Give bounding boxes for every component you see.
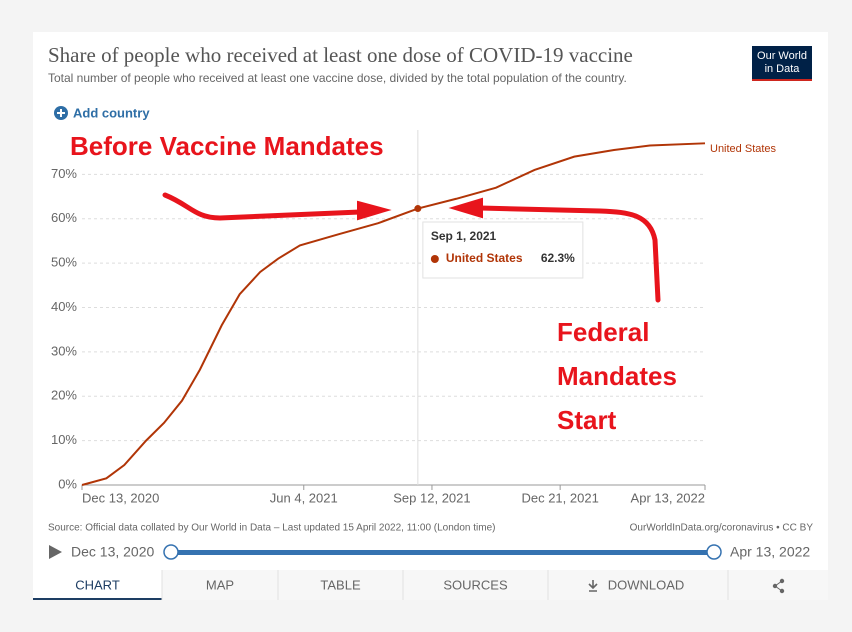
tooltip: Sep 1, 2021 United States 62.3% (422, 221, 584, 279)
add-country[interactable]: Add country (73, 105, 150, 120)
annotation: Before Vaccine Mandates (70, 131, 384, 161)
tooltip-series: United States (446, 251, 523, 265)
subtitle: Total number of people who received at l… (48, 71, 627, 85)
arrow (477, 205, 661, 303)
timeline-start: Dec 13, 2020 (71, 544, 154, 560)
y-tick-label: 30% (51, 343, 77, 358)
share-icon[interactable] (772, 578, 785, 594)
logo (752, 46, 812, 81)
tooltip-swatch (430, 255, 439, 263)
timeline-handle[interactable] (163, 544, 179, 560)
y-tick-label: 50% (51, 255, 77, 270)
card (33, 32, 828, 600)
series-line (81, 142, 706, 486)
tab[interactable]: TABLE (320, 577, 361, 592)
x-tick-label: Apr 13, 2022 (631, 490, 705, 505)
annotation: Start (557, 405, 617, 435)
y-tick-label: 60% (51, 210, 77, 225)
series-label: United States (710, 143, 777, 155)
y-tick-label: 0% (58, 476, 77, 491)
timeline-track (171, 550, 714, 555)
title: Share of people who received at least on… (48, 43, 633, 67)
hover-point (414, 205, 422, 213)
source-url[interactable]: OurWorldInData.org/coronavirus • CC BY (630, 523, 814, 534)
y-tick-label: 40% (51, 299, 77, 314)
tab-active (33, 570, 162, 600)
tooltip-value: 62.3% (541, 251, 575, 265)
tooltip-box (422, 221, 584, 279)
timeline-handle[interactable] (706, 544, 722, 560)
logo-text: in Data (765, 63, 801, 75)
annotation: Mandates (557, 361, 677, 391)
x-tick-label: Dec 13, 2020 (82, 490, 159, 505)
source: Source: Official data collated by Our Wo… (48, 523, 496, 534)
y-tick-label: 10% (51, 432, 77, 447)
y-tick-label: 20% (51, 388, 77, 403)
arrows (162, 192, 661, 303)
x-tick-label: Jun 4, 2021 (270, 490, 338, 505)
tab-bar (33, 570, 828, 600)
tabs: CHART MAP TABLE SOURCES DOWNLOAD (75, 570, 729, 600)
tab[interactable]: SOURCES (443, 577, 508, 592)
play-button[interactable] (49, 545, 62, 559)
x-tick-label: Dec 21, 2021 (521, 490, 598, 505)
arrow (162, 192, 363, 221)
arrow-head (357, 200, 392, 221)
add-icon-plus (57, 109, 65, 117)
plot: 0% 10% 20% 30% 40% 50% 60% 70% Dec 13, 2020 Jun 4… (51, 130, 777, 505)
download-icon (588, 580, 598, 592)
tab[interactable]: MAP (206, 577, 234, 592)
logo-bar (752, 79, 812, 81)
timeline-end: Apr 13, 2022 (730, 544, 810, 560)
tab[interactable]: DOWNLOAD (608, 577, 685, 592)
x-tick-label: Sep 12, 2021 (393, 490, 470, 505)
share-link (774, 580, 783, 592)
logo-text: Our World (757, 50, 807, 62)
tooltip-date: Sep 1, 2021 (431, 229, 497, 243)
annotation: Federal (557, 317, 650, 347)
arrow-head (448, 197, 483, 219)
y-tick-label: 70% (51, 166, 77, 181)
tab[interactable]: CHART (75, 577, 120, 592)
